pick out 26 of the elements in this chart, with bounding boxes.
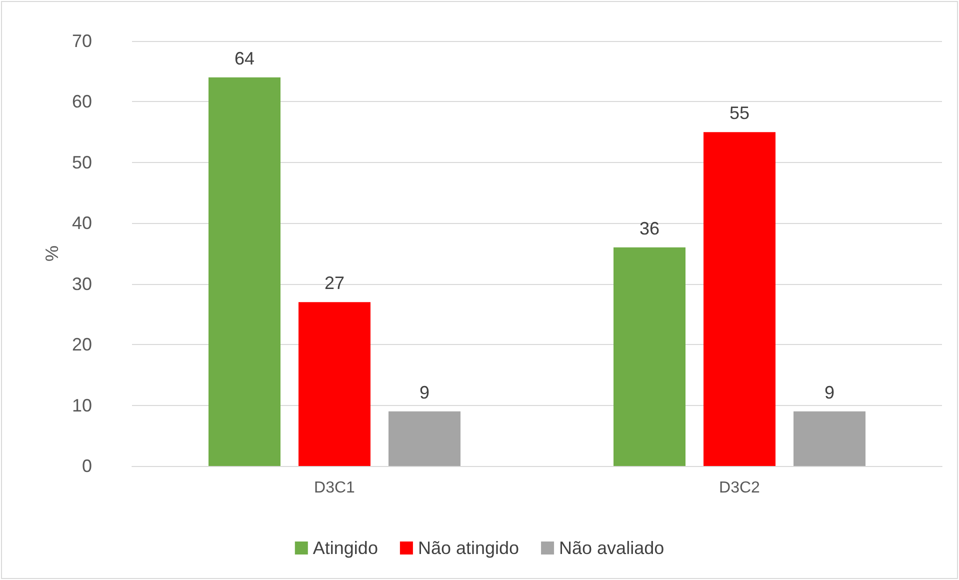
bar <box>298 302 370 466</box>
y-axis-title: % <box>42 245 62 262</box>
bar <box>208 77 280 466</box>
bar <box>388 411 460 466</box>
data-label: 55 <box>729 103 750 124</box>
y-tick-label: 10 <box>72 395 92 416</box>
legend-label: Atingido <box>312 538 378 558</box>
data-label: 27 <box>324 273 345 294</box>
y-tick-label: 20 <box>72 334 92 355</box>
x-tick-label: D3C2 <box>719 480 760 496</box>
y-tick-label: 30 <box>72 274 92 294</box>
bar <box>704 132 776 466</box>
data-label: 9 <box>824 382 835 402</box>
bar <box>794 411 866 466</box>
y-tick-label: 60 <box>72 92 92 112</box>
data-label: 64 <box>234 48 255 68</box>
x-tick-label: D3C1 <box>314 480 356 496</box>
y-tick-label: 40 <box>72 213 92 234</box>
data-label: 36 <box>639 218 660 238</box>
legend-label: Não avaliado <box>559 538 664 558</box>
data-label: 9 <box>419 382 430 402</box>
legend-label: Não atingido <box>418 538 520 558</box>
y-tick-label: 70 <box>72 31 92 51</box>
y-tick-label: 0 <box>82 456 92 476</box>
bar <box>614 247 686 466</box>
y-tick-label: 50 <box>72 152 92 172</box>
